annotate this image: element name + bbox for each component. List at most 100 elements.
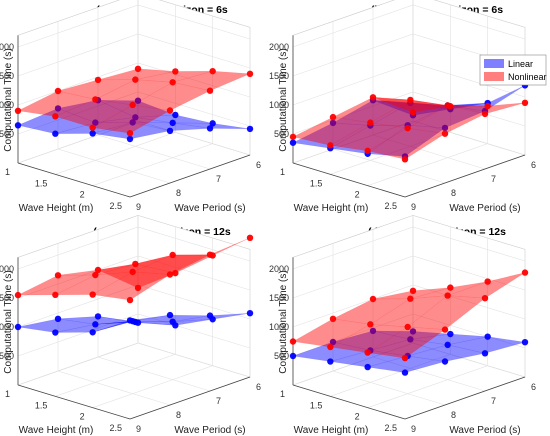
height-axis-line (17, 162, 131, 198)
data-point-linear (172, 111, 179, 119)
surface-nonlinear (289, 269, 529, 362)
data-point-linear (484, 333, 491, 340)
height-tick-label: 2.5 (384, 423, 397, 433)
data-point-linear (54, 315, 62, 322)
period-axis-label: Wave Period (s) (449, 425, 520, 436)
data-point-linear (54, 105, 62, 112)
period-tick-label: 9 (136, 424, 141, 434)
data-point-nonlinear (484, 102, 491, 110)
surface-linear (289, 327, 529, 376)
axes-box (292, 0, 526, 198)
height-tick-label: 1 (5, 167, 10, 177)
data-point-linear (14, 122, 22, 129)
data-point-nonlinear (166, 271, 174, 278)
data-point-nonlinear (54, 272, 62, 279)
period-tick-label: 9 (136, 202, 141, 212)
z-tick-label: 1000 (269, 100, 289, 110)
legend-label: Nonlinear (508, 72, 547, 82)
height-axis-label: Wave Height (m) (19, 425, 94, 436)
data-point-linear (521, 339, 529, 346)
chart-panel-a: (a) Prediction horizon = 6sOptimization … (0, 0, 261, 214)
data-point-nonlinear (441, 130, 449, 137)
period-axis-line (404, 376, 526, 420)
chart-panel-c: (c) Prediction horizon = 12sOptimization… (0, 214, 261, 436)
data-point-linear (126, 135, 134, 143)
data-point-linear (52, 329, 59, 336)
data-point-nonlinear (364, 349, 371, 356)
data-point-nonlinear (409, 287, 417, 294)
data-point-linear (134, 319, 142, 326)
data-point-linear (401, 369, 409, 376)
data-point-linear (329, 119, 337, 127)
height-tick-label: 1.5 (310, 178, 323, 188)
data-point-nonlinear (172, 269, 179, 277)
period-axis-line (129, 154, 251, 198)
data-point-linear (441, 124, 449, 132)
data-point-linear (14, 323, 22, 331)
data-point-linear (92, 119, 99, 126)
z-tick-label: 1500 (0, 71, 14, 81)
data-point-linear (132, 114, 139, 121)
data-point-linear (129, 119, 136, 126)
data-point-linear (134, 97, 142, 104)
data-point-nonlinear (409, 109, 417, 116)
height-tick-label: 2 (80, 412, 85, 422)
data-point-linear (369, 327, 377, 335)
data-point-linear (89, 130, 96, 137)
height-tick-label: 1.5 (310, 400, 323, 410)
legend-swatch-nonlinear (484, 72, 504, 81)
data-point-nonlinear (52, 113, 59, 120)
chart-panel-d: (d) Prediction horizon = 12sOptimization… (269, 214, 536, 436)
period-tick-label: 6 (256, 160, 261, 170)
period-gridline (412, 215, 526, 378)
z-tick-label: 1500 (269, 293, 289, 303)
data-point-nonlinear (401, 354, 409, 362)
data-point-linear (289, 352, 297, 360)
data-point-nonlinear (14, 107, 22, 115)
height-tick-label: 2 (355, 412, 360, 422)
period-axis-label: Wave Period (s) (174, 203, 245, 214)
data-point-nonlinear (484, 278, 491, 285)
period-tick-label: 7 (491, 174, 496, 184)
height-tick-label: 2 (80, 190, 85, 200)
axes-box (17, 214, 251, 420)
data-point-nonlinear (126, 296, 134, 304)
data-point-linear (327, 358, 334, 365)
data-point-linear (289, 139, 297, 146)
data-point-nonlinear (132, 76, 139, 83)
data-point-nonlinear (166, 107, 174, 114)
data-point-nonlinear (126, 130, 134, 137)
data-point-nonlinear (172, 68, 179, 75)
z-tick-label: 2000 (269, 42, 289, 52)
period-tick-label: 8 (176, 188, 181, 198)
data-point-linear (409, 328, 417, 335)
height-tick-label: 2.5 (384, 201, 397, 211)
data-point-linear (89, 329, 96, 336)
data-point-nonlinear (521, 99, 529, 107)
z-axis-label: Computational Time (s) (278, 48, 289, 151)
height-axis-label: Wave Height (m) (19, 203, 94, 214)
height-axis-label: Wave Height (m) (294, 203, 369, 214)
data-point-linear (166, 127, 174, 134)
data-point-nonlinear (289, 133, 297, 141)
data-point-nonlinear (441, 326, 449, 333)
height-tick-label: 1 (280, 167, 285, 177)
z-tick-label: 500 (0, 129, 14, 139)
period-gridline (412, 0, 526, 156)
surface-nonlinear (14, 234, 254, 304)
z-tick-label: 500 (274, 129, 289, 139)
data-point-nonlinear (246, 234, 254, 241)
data-point-nonlinear (52, 291, 59, 299)
height-tick-label: 1 (5, 389, 10, 399)
data-point-nonlinear (401, 156, 409, 163)
data-point-linear (407, 336, 414, 343)
data-point-linear (92, 321, 99, 328)
axes-box (292, 214, 526, 420)
surface-nonlinear (14, 65, 254, 137)
data-point-linear (444, 341, 451, 349)
z-tick-label: 500 (274, 351, 289, 361)
period-tick-label: 9 (411, 202, 416, 212)
period-tick-label: 7 (491, 396, 496, 406)
height-tick-label: 1.5 (35, 400, 48, 410)
period-tick-label: 8 (176, 410, 181, 420)
